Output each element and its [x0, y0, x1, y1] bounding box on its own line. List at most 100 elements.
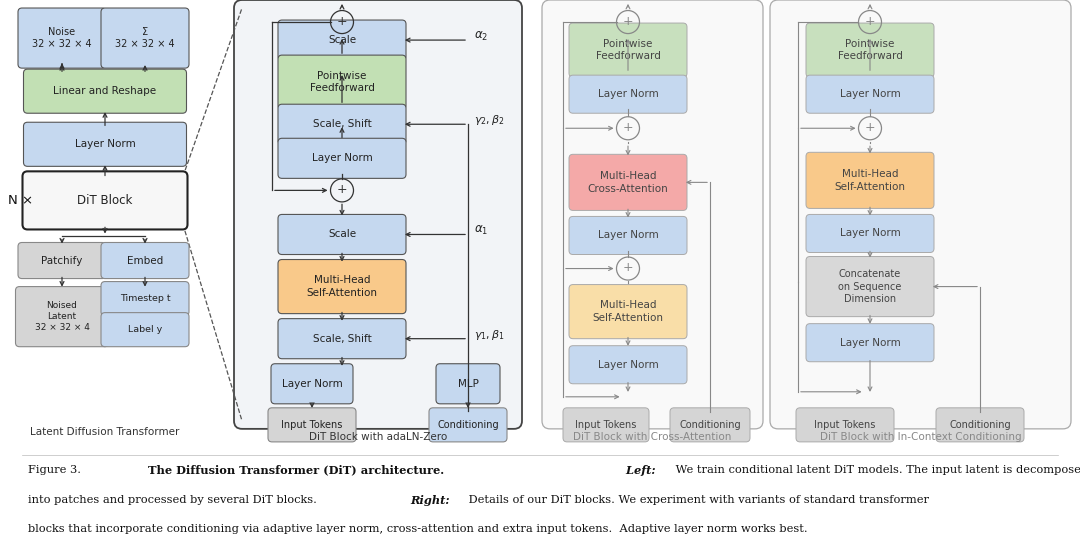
Text: Pointwise
Feedforward: Pointwise Feedforward [310, 71, 375, 93]
Text: Layer Norm: Layer Norm [597, 231, 659, 240]
Text: Linear and Reshape: Linear and Reshape [53, 86, 157, 96]
Text: Conditioning: Conditioning [949, 420, 1011, 430]
Text: Layer Norm: Layer Norm [839, 338, 901, 348]
Text: +: + [623, 15, 633, 28]
FancyBboxPatch shape [24, 69, 187, 113]
Text: N ×: N × [8, 194, 33, 207]
Text: Right:: Right: [410, 494, 449, 506]
FancyBboxPatch shape [102, 243, 189, 278]
Text: Figure 3.: Figure 3. [28, 465, 84, 475]
FancyBboxPatch shape [278, 259, 406, 313]
Text: Multi-Head
Self-Attention: Multi-Head Self-Attention [307, 275, 378, 298]
Text: DiT Block with adaLN-Zero: DiT Block with adaLN-Zero [309, 432, 447, 442]
FancyBboxPatch shape [429, 408, 507, 442]
Text: +: + [337, 183, 348, 196]
FancyBboxPatch shape [271, 364, 353, 404]
FancyBboxPatch shape [15, 287, 108, 347]
Text: Pointwise
Feedforward: Pointwise Feedforward [838, 39, 903, 61]
FancyBboxPatch shape [806, 257, 934, 317]
Text: Scale, Shift: Scale, Shift [312, 119, 372, 129]
FancyBboxPatch shape [670, 408, 750, 442]
Text: Scale: Scale [328, 229, 356, 239]
FancyBboxPatch shape [268, 408, 356, 442]
FancyBboxPatch shape [569, 346, 687, 384]
Text: The Diffusion Transformer (DiT) architecture.: The Diffusion Transformer (DiT) architec… [148, 464, 444, 475]
Text: Scale: Scale [328, 35, 356, 45]
Text: Conditioning: Conditioning [679, 420, 741, 430]
FancyBboxPatch shape [278, 20, 406, 60]
Text: into patches and processed by several DiT blocks.: into patches and processed by several Di… [28, 495, 321, 505]
Text: +: + [337, 15, 348, 28]
FancyBboxPatch shape [569, 75, 687, 113]
FancyBboxPatch shape [806, 214, 934, 252]
Text: Layer Norm: Layer Norm [312, 153, 373, 164]
Text: $\alpha_1$: $\alpha_1$ [474, 224, 488, 237]
FancyBboxPatch shape [542, 0, 762, 429]
FancyBboxPatch shape [569, 154, 687, 210]
Text: $\gamma_1,\beta_1$: $\gamma_1,\beta_1$ [474, 328, 504, 342]
Text: Noise
32 × 32 × 4: Noise 32 × 32 × 4 [32, 27, 92, 49]
Text: Timestep t: Timestep t [120, 294, 171, 303]
Text: Layer Norm: Layer Norm [597, 360, 659, 370]
FancyBboxPatch shape [806, 324, 934, 362]
FancyBboxPatch shape [102, 282, 189, 316]
FancyBboxPatch shape [936, 408, 1024, 442]
FancyBboxPatch shape [278, 55, 406, 109]
FancyBboxPatch shape [18, 8, 106, 68]
Text: +: + [865, 15, 875, 28]
Text: MLP: MLP [458, 379, 478, 389]
FancyBboxPatch shape [569, 284, 687, 338]
FancyBboxPatch shape [569, 216, 687, 255]
Text: Latent Diffusion Transformer: Latent Diffusion Transformer [30, 427, 179, 437]
Text: Layer Norm: Layer Norm [839, 89, 901, 99]
Text: Scale, Shift: Scale, Shift [312, 334, 372, 344]
Text: Pointwise
Feedforward: Pointwise Feedforward [595, 39, 661, 61]
Text: Input Tokens: Input Tokens [576, 420, 637, 430]
Text: Noised
Latent
32 × 32 × 4: Noised Latent 32 × 32 × 4 [35, 301, 90, 332]
Text: Concatenate
on Sequence
Dimension: Concatenate on Sequence Dimension [838, 269, 902, 304]
Text: Details of our DiT blocks. We experiment with variants of standard transformer: Details of our DiT blocks. We experiment… [465, 495, 929, 505]
Text: $\alpha_2$: $\alpha_2$ [474, 29, 488, 43]
Text: DiT Block with In-Context Conditioning: DiT Block with In-Context Conditioning [820, 432, 1022, 442]
Text: +: + [623, 121, 633, 134]
FancyBboxPatch shape [234, 0, 522, 429]
FancyBboxPatch shape [770, 0, 1071, 429]
FancyBboxPatch shape [24, 122, 187, 166]
FancyBboxPatch shape [436, 364, 500, 404]
Text: +: + [865, 121, 875, 134]
Text: Layer Norm: Layer Norm [597, 89, 659, 99]
Text: Patchify: Patchify [41, 256, 83, 265]
Text: Left:: Left: [622, 464, 656, 475]
Text: Conditioning: Conditioning [437, 420, 499, 430]
Text: +: + [623, 261, 633, 274]
FancyBboxPatch shape [278, 138, 406, 178]
Text: Layer Norm: Layer Norm [839, 228, 901, 239]
Text: Embed: Embed [126, 256, 163, 265]
FancyBboxPatch shape [102, 313, 189, 347]
Text: DiT Block: DiT Block [78, 194, 133, 207]
FancyBboxPatch shape [18, 243, 106, 278]
Text: Layer Norm: Layer Norm [282, 379, 342, 389]
Text: Multi-Head
Cross-Attention: Multi-Head Cross-Attention [588, 171, 669, 193]
Text: Σ
32 × 32 × 4: Σ 32 × 32 × 4 [116, 27, 175, 49]
Text: DiT Block with Cross-Attention: DiT Block with Cross-Attention [573, 432, 731, 442]
FancyBboxPatch shape [102, 8, 189, 68]
Text: Multi-Head
Self-Attention: Multi-Head Self-Attention [593, 300, 663, 323]
FancyBboxPatch shape [278, 319, 406, 359]
Text: Multi-Head
Self-Attention: Multi-Head Self-Attention [835, 169, 905, 191]
FancyBboxPatch shape [806, 75, 934, 113]
Text: Layer Norm: Layer Norm [75, 140, 135, 149]
FancyBboxPatch shape [23, 171, 188, 229]
Text: Label y: Label y [127, 325, 162, 334]
FancyBboxPatch shape [569, 23, 687, 77]
FancyBboxPatch shape [278, 214, 406, 255]
FancyBboxPatch shape [806, 152, 934, 208]
Text: We train conditional latent DiT models. The input latent is decomposed: We train conditional latent DiT models. … [672, 465, 1080, 475]
FancyBboxPatch shape [806, 23, 934, 77]
FancyBboxPatch shape [796, 408, 894, 442]
Text: blocks that incorporate conditioning via adaptive layer norm, cross-attention an: blocks that incorporate conditioning via… [28, 524, 808, 534]
FancyBboxPatch shape [278, 104, 406, 144]
Text: Input Tokens: Input Tokens [814, 420, 876, 430]
FancyBboxPatch shape [563, 408, 649, 442]
Text: Input Tokens: Input Tokens [281, 420, 342, 430]
